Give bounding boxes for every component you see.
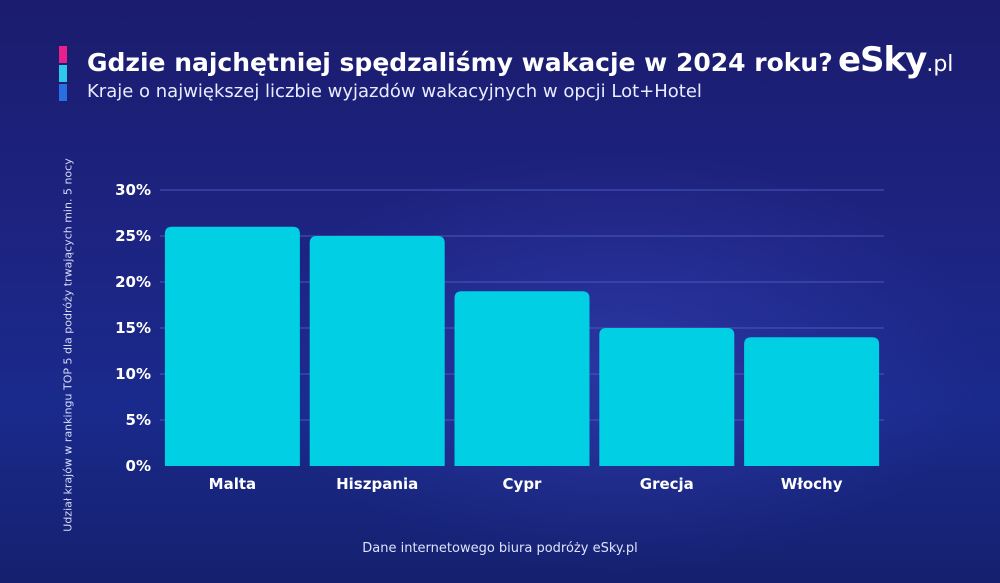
- x-category-label: Cypr: [503, 475, 543, 493]
- bar-5: [744, 337, 880, 466]
- logo-main-text: eSky: [838, 40, 927, 80]
- bar-1: [164, 226, 300, 466]
- x-category-label: Grecja: [640, 475, 694, 493]
- bar-2: [309, 236, 445, 466]
- bar-4: [599, 328, 735, 466]
- y-tick-label: 30%: [115, 181, 151, 199]
- y-tick-label: 0%: [126, 457, 151, 475]
- esky-logo: eSky.pl: [838, 40, 953, 80]
- y-tick-label: 20%: [115, 273, 151, 291]
- chart-title: Gdzie najchętniej spędzaliśmy wakacje w …: [87, 48, 833, 77]
- y-tick-label: 25%: [115, 227, 151, 245]
- y-tick-label: 10%: [115, 365, 151, 383]
- x-category-label: Malta: [209, 475, 256, 493]
- accent-bar-cyan: [59, 65, 67, 82]
- x-category-label: Włochy: [781, 475, 843, 493]
- accent-bar-blue: [59, 84, 67, 101]
- y-tick-label: 15%: [115, 319, 151, 337]
- y-tick-label: 5%: [126, 411, 151, 429]
- logo-tld-text: .pl: [926, 52, 954, 77]
- x-category-label: Hiszpania: [336, 475, 418, 493]
- accent-bar-pink: [59, 46, 67, 63]
- bar-3: [454, 291, 590, 466]
- source-note: Dane internetowego biura podróży eSky.pl: [362, 541, 638, 556]
- chart-subtitle: Kraje o największej liczbie wyjazdów wak…: [87, 81, 702, 102]
